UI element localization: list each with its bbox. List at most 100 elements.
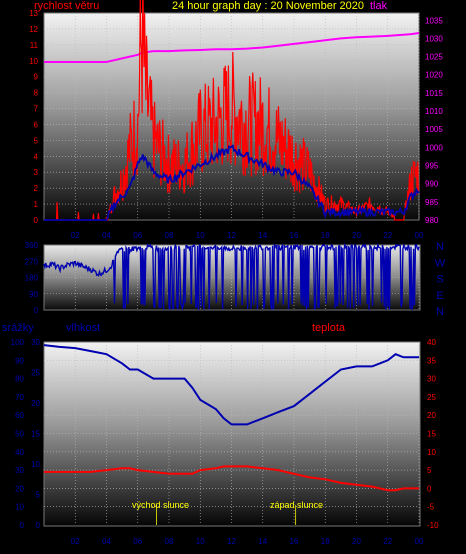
wind-average-line xyxy=(44,144,420,221)
x-tick-label: 14 xyxy=(258,231,267,240)
y-tick-right: 1005 xyxy=(425,125,443,134)
humidity-line xyxy=(43,344,419,426)
y-tick-right: 1010 xyxy=(425,107,443,116)
wind-direction-plot-area xyxy=(43,244,421,311)
y-tick-left: 11 xyxy=(30,41,39,50)
rain-tick: 20 xyxy=(15,484,24,493)
temperature-label: teplota xyxy=(312,322,346,334)
humidity-tick: 10 xyxy=(31,460,40,469)
temperature-tick: 10 xyxy=(427,448,436,457)
x-tick-label: 08 xyxy=(165,537,174,546)
x-tick-label: 10 xyxy=(196,537,205,546)
compass-label: S xyxy=(436,274,443,286)
y-tick-right: 1000 xyxy=(425,143,443,152)
compass-label: N xyxy=(436,306,444,318)
direction-tick: 180 xyxy=(25,274,39,283)
y-tick-right: 1020 xyxy=(425,71,443,80)
x-tick-label: 18 xyxy=(321,537,330,546)
humidity-temperature-plot-area xyxy=(43,341,421,527)
rain-tick: 100 xyxy=(11,338,25,347)
rain-tick: 30 xyxy=(15,466,24,475)
y-tick-left: 0 xyxy=(34,216,39,225)
y-tick-left: 5 xyxy=(34,136,39,145)
humidity-tick: 25 xyxy=(31,369,40,378)
temperature-tick: 25 xyxy=(427,393,436,402)
rain-tick: 40 xyxy=(15,448,24,457)
rain-tick: 60 xyxy=(15,411,24,420)
x-tick-label: 10 xyxy=(196,231,205,240)
rain-label: srážky xyxy=(2,322,34,334)
wind-direction-line xyxy=(43,242,420,311)
humidity-label: vlhkost xyxy=(66,322,100,334)
y-tick-left: 1 xyxy=(34,200,39,209)
y-tick-left: 8 xyxy=(34,89,39,98)
compass-label: N xyxy=(436,241,444,253)
rain-tick: 70 xyxy=(15,393,24,402)
temperature-tick: 40 xyxy=(427,338,436,347)
x-tick-label: 04 xyxy=(102,231,111,240)
wind-speed-line xyxy=(44,0,420,221)
humidity-tick: 30 xyxy=(31,338,40,347)
sunrise-label: východ slunce xyxy=(132,500,189,510)
temperature-tick: 5 xyxy=(427,466,432,475)
x-tick-label: 18 xyxy=(321,231,330,240)
direction-tick: 0 xyxy=(34,306,39,315)
x-tick-label: 14 xyxy=(258,537,267,546)
x-tick-label: 06 xyxy=(133,231,142,240)
y-tick-left: 6 xyxy=(34,120,39,129)
y-tick-right: 1025 xyxy=(425,53,443,62)
x-tick-label: 00 xyxy=(415,231,424,240)
y-tick-right: 1015 xyxy=(425,89,443,98)
pressure-label: tlak xyxy=(370,0,388,12)
humidity-tick: 0 xyxy=(36,521,41,530)
x-tick-label: 06 xyxy=(133,537,142,546)
direction-tick: 270 xyxy=(25,257,39,266)
rain-tick: 80 xyxy=(15,375,24,384)
x-tick-label: 20 xyxy=(352,537,361,546)
compass-label: W xyxy=(435,257,446,269)
wind-speed-label: rychlost větru xyxy=(34,0,99,12)
y-tick-right: 980 xyxy=(425,216,439,225)
temperature-tick: -5 xyxy=(427,503,435,512)
y-tick-right: 990 xyxy=(425,180,439,189)
x-tick-label: 12 xyxy=(227,231,236,240)
y-tick-left: 2 xyxy=(34,184,39,193)
x-tick-label: 02 xyxy=(71,537,80,546)
temperature-tick: 35 xyxy=(427,356,436,365)
humidity-tick: 5 xyxy=(36,491,41,500)
x-tick-label: 02 xyxy=(71,231,80,240)
y-tick-left: 9 xyxy=(34,73,39,82)
sunset-label: západ slunce xyxy=(270,500,323,510)
rain-tick: 10 xyxy=(15,503,24,512)
y-tick-right: 995 xyxy=(425,162,439,171)
y-tick-left: 7 xyxy=(34,105,39,114)
x-tick-label: 16 xyxy=(290,537,299,546)
direction-tick: 90 xyxy=(29,290,38,299)
x-tick-label: 16 xyxy=(290,231,299,240)
temperature-tick: 0 xyxy=(427,484,432,493)
humidity-tick: 15 xyxy=(31,430,40,439)
direction-tick: 360 xyxy=(25,241,39,250)
y-tick-right: 1035 xyxy=(425,16,443,25)
series-layer xyxy=(43,0,420,525)
temperature-tick: 30 xyxy=(427,375,436,384)
y-tick-left: 4 xyxy=(34,152,39,161)
y-tick-left: 10 xyxy=(29,57,38,66)
y-tick-left: 13 xyxy=(29,9,38,18)
x-tick-label: 22 xyxy=(383,231,392,240)
x-tick-label: 00 xyxy=(415,537,424,546)
rain-tick: 90 xyxy=(15,356,24,365)
temperature-line xyxy=(44,465,419,492)
compass-label: E xyxy=(436,290,443,302)
tick-layer: 0123456789101112139809859909951000100510… xyxy=(11,9,446,546)
y-tick-left: 12 xyxy=(29,25,38,34)
temperature-tick: 20 xyxy=(427,411,436,420)
rain-tick: 0 xyxy=(20,521,25,530)
humidity-tick: 20 xyxy=(31,399,40,408)
temperature-tick: 15 xyxy=(427,430,436,439)
x-tick-label: 12 xyxy=(227,537,236,546)
x-tick-label: 22 xyxy=(383,537,392,546)
x-tick-label: 08 xyxy=(165,231,174,240)
